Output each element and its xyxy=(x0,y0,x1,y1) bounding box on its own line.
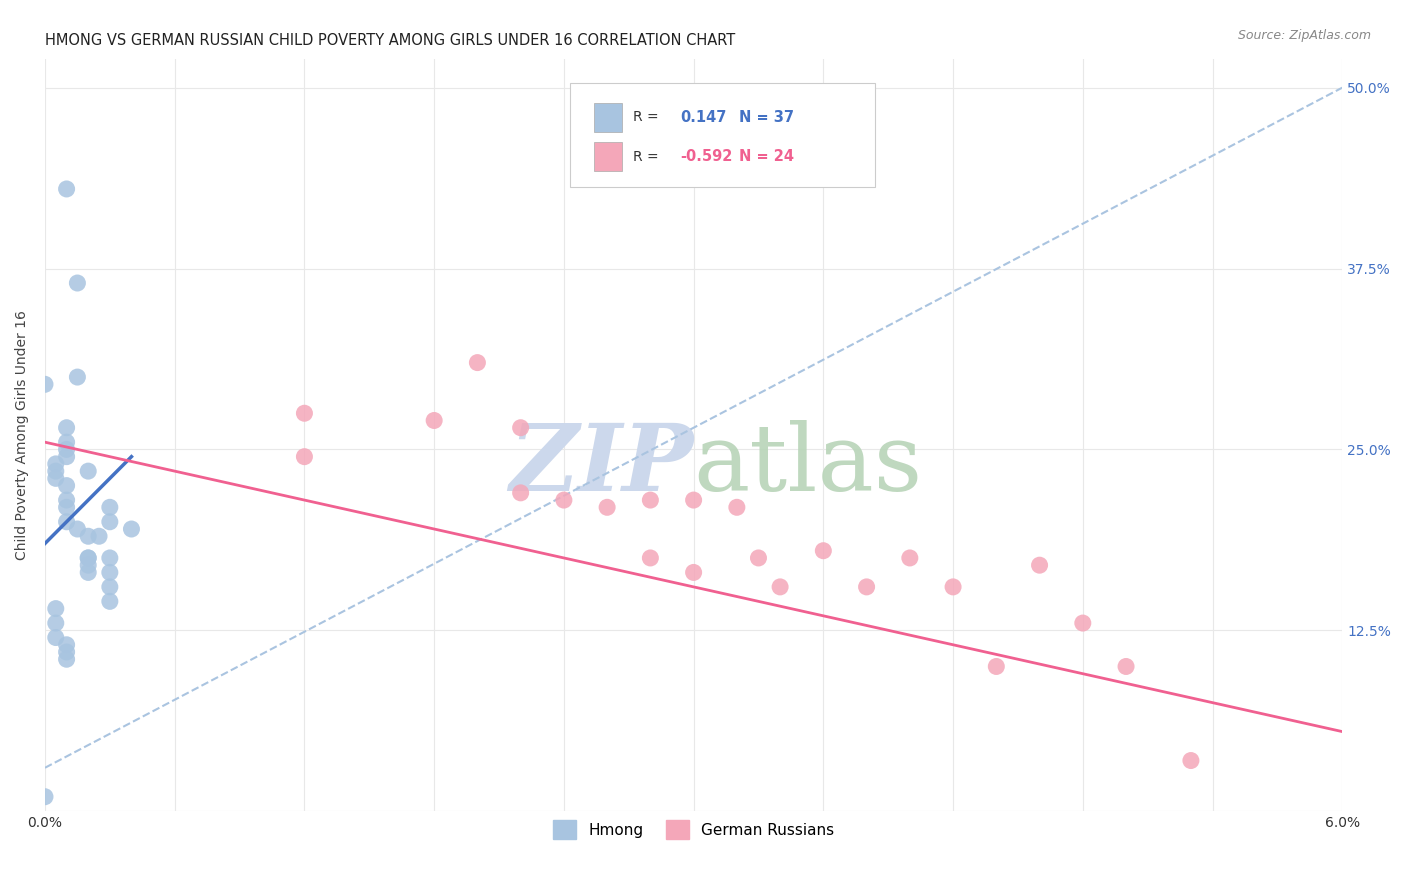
Text: N = 24: N = 24 xyxy=(740,149,794,164)
Point xyxy=(55,645,77,659)
Point xyxy=(55,493,77,508)
Point xyxy=(813,543,835,558)
Point xyxy=(66,522,89,536)
Text: R =: R = xyxy=(633,111,662,124)
Point xyxy=(596,500,619,515)
Point xyxy=(45,471,67,485)
Point xyxy=(98,580,121,594)
Point xyxy=(1028,558,1050,573)
Point xyxy=(34,789,56,804)
Point xyxy=(87,529,110,543)
Point xyxy=(98,515,121,529)
Point xyxy=(509,421,531,435)
Text: -0.592: -0.592 xyxy=(681,149,733,164)
Point xyxy=(986,659,1008,673)
FancyBboxPatch shape xyxy=(571,83,876,186)
Point xyxy=(55,182,77,196)
Point xyxy=(77,551,100,566)
Point xyxy=(769,580,792,594)
Text: R =: R = xyxy=(633,150,662,163)
Point xyxy=(77,558,100,573)
Point xyxy=(77,566,100,580)
Point xyxy=(467,356,489,370)
Point xyxy=(725,500,748,515)
Point xyxy=(55,478,77,492)
Y-axis label: Child Poverty Among Girls Under 16: Child Poverty Among Girls Under 16 xyxy=(15,310,30,560)
Point xyxy=(423,413,446,427)
Point xyxy=(682,493,704,508)
Bar xyxy=(593,103,623,132)
Text: N = 37: N = 37 xyxy=(740,110,794,125)
Point xyxy=(55,652,77,666)
Point xyxy=(98,551,121,566)
Point xyxy=(45,616,67,631)
Point xyxy=(1115,659,1137,673)
Point xyxy=(55,421,77,435)
Point xyxy=(55,500,77,515)
Point xyxy=(45,457,67,471)
Point xyxy=(98,500,121,515)
Text: 0.147: 0.147 xyxy=(681,110,727,125)
Point xyxy=(77,529,100,543)
Point xyxy=(45,464,67,478)
Point xyxy=(45,601,67,615)
Point xyxy=(98,594,121,608)
Point xyxy=(66,276,89,290)
Point xyxy=(55,515,77,529)
Point xyxy=(55,450,77,464)
Point xyxy=(294,406,316,420)
Point xyxy=(34,377,56,392)
Legend: Hmong, German Russians: Hmong, German Russians xyxy=(547,814,841,845)
Point xyxy=(640,551,662,566)
Point xyxy=(45,631,67,645)
Point xyxy=(898,551,921,566)
Point xyxy=(120,522,142,536)
Point xyxy=(682,566,704,580)
Point xyxy=(66,370,89,384)
Bar xyxy=(593,142,623,171)
Point xyxy=(77,551,100,566)
Point xyxy=(553,493,575,508)
Text: ZIP: ZIP xyxy=(509,420,693,510)
Point xyxy=(55,638,77,652)
Point xyxy=(1180,754,1202,768)
Point xyxy=(55,435,77,450)
Point xyxy=(942,580,965,594)
Text: HMONG VS GERMAN RUSSIAN CHILD POVERTY AMONG GIRLS UNDER 16 CORRELATION CHART: HMONG VS GERMAN RUSSIAN CHILD POVERTY AM… xyxy=(45,33,735,48)
Text: atlas: atlas xyxy=(693,420,922,510)
Point xyxy=(855,580,877,594)
Point xyxy=(294,450,316,464)
Point xyxy=(55,442,77,457)
Point xyxy=(77,464,100,478)
Text: Source: ZipAtlas.com: Source: ZipAtlas.com xyxy=(1237,29,1371,42)
Point xyxy=(509,486,531,500)
Point xyxy=(747,551,769,566)
Point xyxy=(1071,616,1094,631)
Point xyxy=(640,493,662,508)
Point xyxy=(98,566,121,580)
